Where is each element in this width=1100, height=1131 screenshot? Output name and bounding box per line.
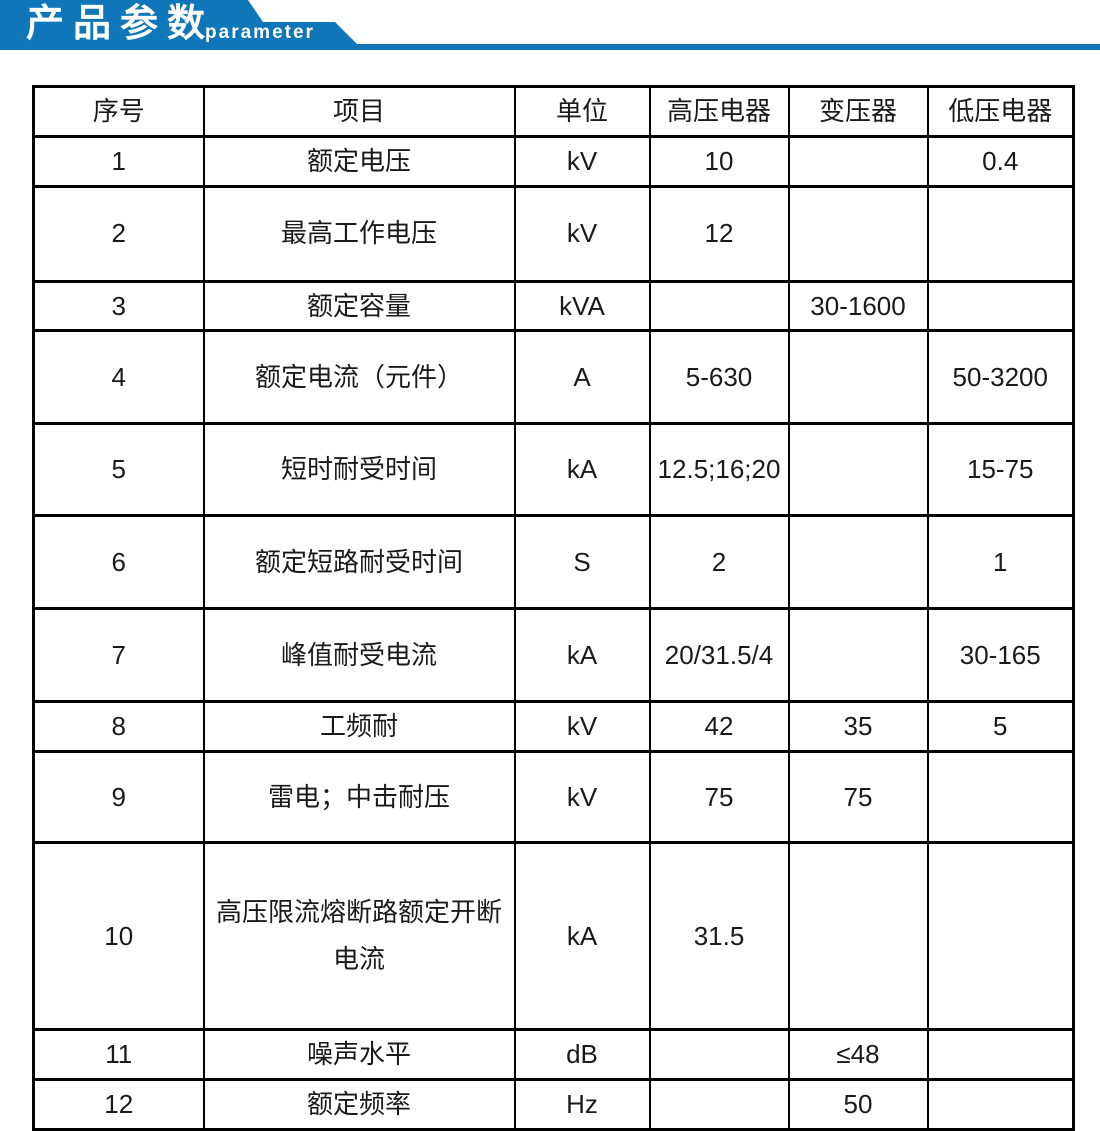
row-index: 12 xyxy=(32,1077,205,1131)
transformer-value xyxy=(787,514,929,611)
lv-value xyxy=(926,1028,1075,1081)
hv-value: 12.5;16;20 xyxy=(648,422,790,518)
table-body: 1 额定电压 kV 10 0.4 2 最高工作电压 kV 12 3 额定容量 kVA 30-1600 4 额… xyxy=(32,134,1075,1131)
col-header-item: 项目 xyxy=(202,85,516,138)
item-name: 工频耐 xyxy=(202,700,516,754)
col-header-index: 序号 xyxy=(32,85,205,138)
hv-value xyxy=(648,279,790,333)
table-row: 3 额定容量 kVA 30-1600 xyxy=(32,279,1075,333)
row-index: 1 xyxy=(32,134,205,188)
table-row: 7 峰值耐受电流 kA 20/31.5/4 30-165 xyxy=(32,607,1075,704)
item-name: 额定电流（元件） xyxy=(202,329,516,426)
hv-value: 75 xyxy=(648,750,790,845)
transformer-value xyxy=(787,422,929,518)
lv-value xyxy=(926,750,1075,845)
row-index: 9 xyxy=(32,750,205,845)
row-index: 7 xyxy=(32,607,205,704)
lv-value: 30-165 xyxy=(926,607,1075,704)
item-name: 噪声水平 xyxy=(202,1028,516,1081)
header-row: 序号 项目 单位 高压电器 变压器 低压电器 xyxy=(32,85,1075,138)
lv-value xyxy=(926,841,1075,1032)
lv-value: 0.4 xyxy=(926,134,1075,188)
item-name: 额定短路耐受时间 xyxy=(202,514,516,611)
table-row: 1 额定电压 kV 10 0.4 xyxy=(32,134,1075,188)
table-row: 6 额定短路耐受时间 S 2 1 xyxy=(32,514,1075,611)
item-name: 最高工作电压 xyxy=(202,184,516,283)
transformer-value: 75 xyxy=(787,750,929,845)
table-row: 10 高压限流熔断路额定开断电流 kA 31.5 xyxy=(32,841,1075,1032)
lv-value: 50-3200 xyxy=(926,329,1075,426)
unit-value: kA xyxy=(513,841,651,1032)
lv-value: 15-75 xyxy=(926,422,1075,518)
row-index: 2 xyxy=(32,184,205,283)
hv-value: 10 xyxy=(648,134,790,188)
lv-value: 5 xyxy=(926,700,1075,754)
section-title: 产品参数 xyxy=(26,3,215,45)
section-subtitle-en: parameter xyxy=(205,22,315,43)
unit-value: kV xyxy=(513,184,651,283)
unit-value: kV xyxy=(513,750,651,845)
item-name: 短时耐受时间 xyxy=(202,422,516,518)
unit-value: dB xyxy=(513,1028,651,1081)
hv-value xyxy=(648,1028,790,1081)
row-index: 8 xyxy=(32,700,205,754)
unit-value: kA xyxy=(513,607,651,704)
table-row: 9 雷电；中击耐压 kV 75 75 xyxy=(32,750,1075,845)
lv-value xyxy=(926,1077,1075,1131)
transformer-value xyxy=(787,607,929,704)
lv-value: 1 xyxy=(926,514,1075,611)
lv-value xyxy=(926,184,1075,283)
row-index: 6 xyxy=(32,514,205,611)
hv-value: 5-630 xyxy=(648,329,790,426)
hv-value: 31.5 xyxy=(648,841,790,1032)
item-name: 雷电；中击耐压 xyxy=(202,750,516,845)
col-header-lv: 低压电器 xyxy=(926,85,1075,138)
section-header-banner: 产品参数 parameter xyxy=(0,0,1100,52)
lv-value xyxy=(926,279,1075,333)
transformer-value xyxy=(787,134,929,188)
unit-value: Hz xyxy=(513,1077,651,1131)
row-index: 11 xyxy=(32,1028,205,1081)
transformer-value: ≤48 xyxy=(787,1028,929,1081)
unit-value: S xyxy=(513,514,651,611)
banner-ribbon-shape xyxy=(0,0,1100,50)
table-row: 12 额定频率 Hz 50 xyxy=(32,1077,1075,1131)
transformer-value: 50 xyxy=(787,1077,929,1131)
transformer-value: 35 xyxy=(787,700,929,754)
row-index: 5 xyxy=(32,422,205,518)
table-row: 8 工频耐 kV 42 35 5 xyxy=(32,700,1075,754)
hv-value: 12 xyxy=(648,184,790,283)
transformer-value xyxy=(787,184,929,283)
unit-value: kA xyxy=(513,422,651,518)
hv-value: 42 xyxy=(648,700,790,754)
item-name: 额定频率 xyxy=(202,1077,516,1131)
unit-value: kVA xyxy=(513,279,651,333)
transformer-value xyxy=(787,841,929,1032)
col-header-transformer: 变压器 xyxy=(787,85,929,138)
row-index: 4 xyxy=(32,329,205,426)
transformer-value: 30-1600 xyxy=(787,279,929,333)
col-header-hv: 高压电器 xyxy=(648,85,790,138)
table-row: 5 短时耐受时间 kA 12.5;16;20 15-75 xyxy=(32,422,1075,518)
table-row: 4 额定电流（元件） A 5-630 50-3200 xyxy=(32,329,1075,426)
unit-value: kV xyxy=(513,134,651,188)
hv-value: 2 xyxy=(648,514,790,611)
item-name: 额定电压 xyxy=(202,134,516,188)
unit-value: A xyxy=(513,329,651,426)
hv-value: 20/31.5/4 xyxy=(648,607,790,704)
hv-value xyxy=(648,1077,790,1131)
table-row: 2 最高工作电压 kV 12 xyxy=(32,184,1075,283)
row-index: 10 xyxy=(32,841,205,1032)
table-row: 11 噪声水平 dB ≤48 xyxy=(32,1028,1075,1081)
parameters-table: 序号 项目 单位 高压电器 变压器 低压电器 1 额定电压 kV 10 0.4 2 最高工作… xyxy=(32,85,1075,1131)
table-header: 序号 项目 单位 高压电器 变压器 低压电器 xyxy=(32,85,1075,138)
item-name: 峰值耐受电流 xyxy=(202,607,516,704)
item-name: 高压限流熔断路额定开断电流 xyxy=(202,841,516,1032)
unit-value: kV xyxy=(513,700,651,754)
col-header-unit: 单位 xyxy=(513,85,651,138)
row-index: 3 xyxy=(32,279,205,333)
item-name: 额定容量 xyxy=(202,279,516,333)
transformer-value xyxy=(787,329,929,426)
